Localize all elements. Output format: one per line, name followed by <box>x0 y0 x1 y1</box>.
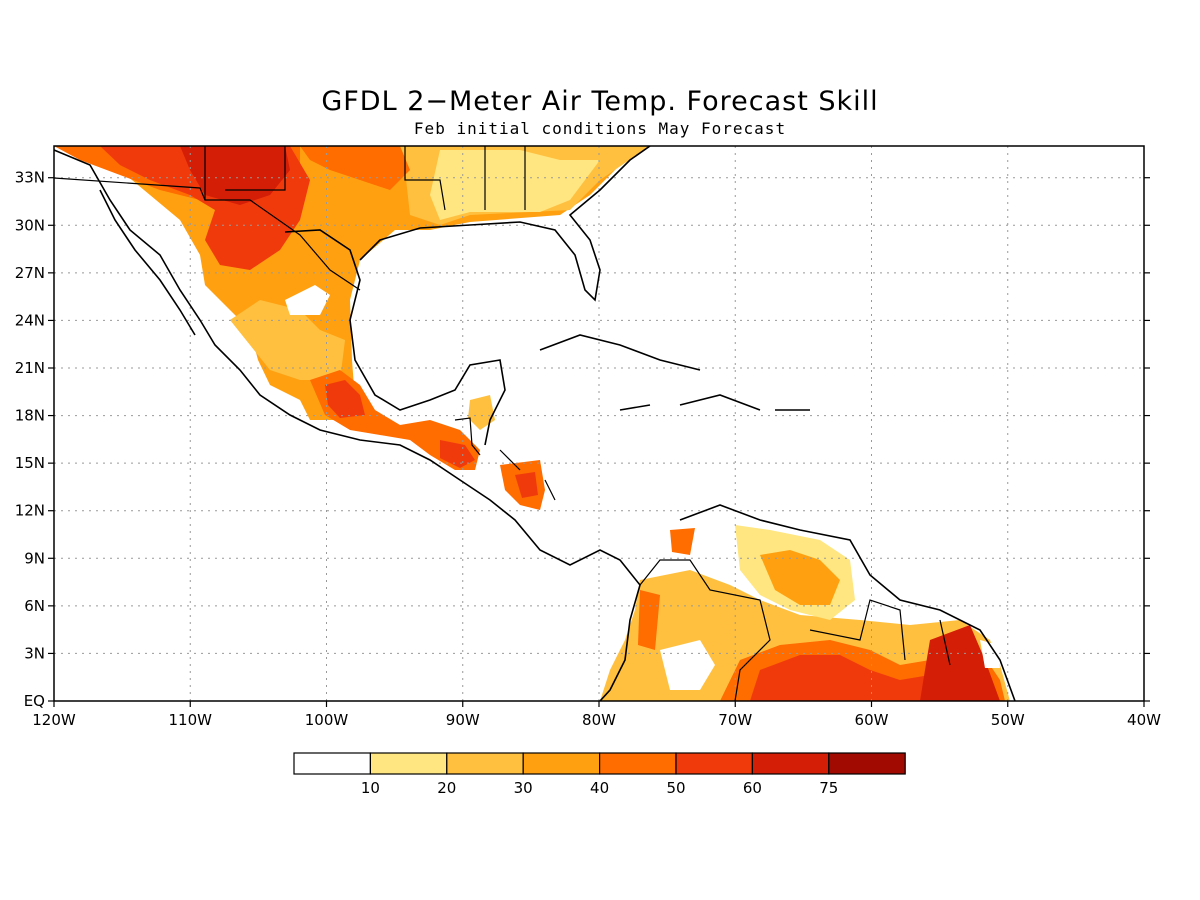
lat-tick-label: 24N <box>15 311 45 329</box>
legend-swatch <box>675 752 754 775</box>
lat-tick-label: 33N <box>15 169 45 187</box>
legend-swatch <box>598 752 677 775</box>
legend-label: 20 <box>437 779 456 797</box>
legend-swatch <box>369 752 448 775</box>
color-legend: 10 20 30 40 50 60 75 <box>293 752 906 797</box>
lat-tick-label: 15N <box>15 454 45 472</box>
lat-tick-label: 18N <box>15 407 45 425</box>
lon-tick-label: 80W <box>582 711 616 729</box>
chart-title: GFDL 2−Meter Air Temp. Forecast Skill <box>321 86 879 117</box>
legend-label: 40 <box>590 779 609 797</box>
lon-tick-label: 60W <box>855 711 889 729</box>
lat-tick-label: 12N <box>15 502 45 520</box>
lat-tick-label: 6N <box>24 597 45 615</box>
legend-swatch <box>293 752 372 775</box>
legend-swatch <box>522 752 601 775</box>
lat-tick-label: 30N <box>15 216 45 234</box>
legend-label: 10 <box>361 779 380 797</box>
coastlines <box>54 146 1016 701</box>
lat-tick-label: 9N <box>24 549 45 567</box>
lat-tick-label: 3N <box>24 644 45 662</box>
lon-tick-label: 40W <box>1127 711 1161 729</box>
lat-tick-label: 27N <box>15 264 45 282</box>
lon-tick-label: 90W <box>446 711 480 729</box>
latitude-axis: EQ 3N 6N 9N 12N 15N 18N 21N 24N 27N 30N 33N <box>15 169 1150 710</box>
legend-swatch <box>751 752 830 775</box>
skill-region-north-mexico <box>54 146 650 420</box>
chart-subtitle: Feb initial conditions May Forecast <box>413 119 787 138</box>
lon-tick-label: 100W <box>305 711 349 729</box>
lon-tick-label: 50W <box>991 711 1025 729</box>
longitude-axis: 120W 110W 100W 90W 80W 70W 60W 50W 40W <box>32 701 1161 729</box>
legend-label: 30 <box>514 779 533 797</box>
lon-tick-label: 70W <box>718 711 752 729</box>
legend-swatch <box>446 752 524 775</box>
map-gridlines <box>54 146 1144 701</box>
legend-swatch <box>828 752 906 775</box>
country-borders <box>54 146 951 701</box>
lat-tick-label: 21N <box>15 359 45 377</box>
lat-tick-label: EQ <box>24 692 45 710</box>
legend-label: 60 <box>743 779 762 797</box>
lon-tick-label: 110W <box>169 711 213 729</box>
lon-tick-label: 120W <box>32 711 76 729</box>
legend-label: 75 <box>819 779 838 797</box>
skill-shading <box>54 146 1010 701</box>
legend-label: 50 <box>666 779 685 797</box>
